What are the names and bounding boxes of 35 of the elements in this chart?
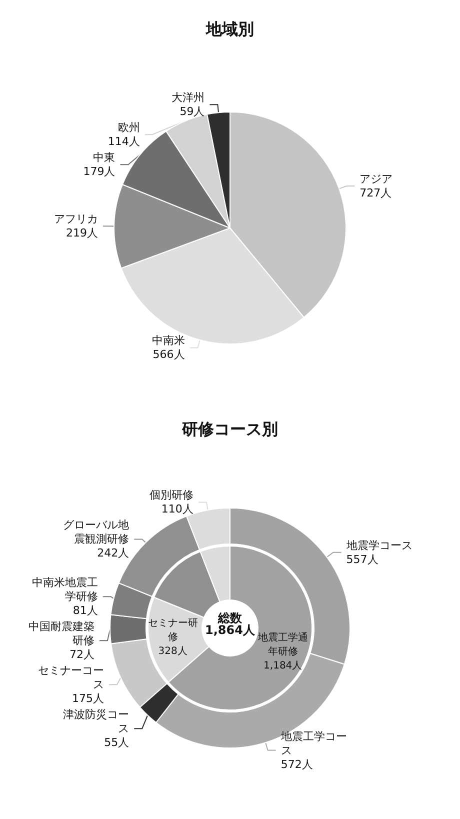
data-label: 179人 — [83, 165, 116, 178]
slice-label: 地震工学コース — [280, 730, 347, 757]
data-label: 566人 — [152, 348, 185, 362]
slice-label: アフリカ — [54, 212, 98, 226]
data-label: 175人 — [72, 692, 104, 706]
data-label: 572人 — [280, 758, 313, 771]
slice-label: 大洋州 — [172, 91, 205, 104]
chart-title: 地域別 — [205, 20, 254, 38]
slice-label: 中東 — [93, 151, 116, 164]
text: 総数 1,864人 — [205, 611, 256, 637]
data-label: 219人 — [66, 226, 98, 240]
data-label: 81人 — [72, 604, 98, 618]
slice-label: 地震学コース — [345, 538, 412, 552]
data-label: 55人 — [104, 736, 130, 750]
slice-label: セミナー研修 — [148, 618, 198, 644]
slice-label: アジア — [360, 172, 393, 186]
slice-label: セミナーコース — [38, 664, 104, 692]
slice-label: 中南米地震工学研修 — [32, 576, 98, 604]
slice-label: 欧州 — [118, 121, 140, 134]
data-label: 72人 — [69, 648, 94, 662]
data-label: 328人 — [158, 646, 188, 658]
data-label: 110人 — [161, 502, 194, 516]
data-label: 59人 — [180, 105, 205, 118]
slice-label: グローバル地震観測研修 — [63, 518, 130, 546]
data-label: 114人 — [108, 135, 140, 148]
data-label: 557人 — [346, 552, 378, 566]
data-label: 727人 — [360, 186, 392, 200]
chart-title: 研修コース別 — [181, 420, 278, 438]
slice-label: 中国耐震建築研修 — [28, 620, 94, 648]
slice-label: 中南米 — [152, 334, 185, 348]
slice-label: 個別研修 — [149, 488, 194, 502]
slice-label: 地震工学通年研修 — [256, 631, 308, 658]
data-label: 1,184人 — [264, 660, 302, 672]
slice-label: 津波防災コース — [63, 708, 130, 736]
data-label: 242人 — [97, 546, 130, 560]
